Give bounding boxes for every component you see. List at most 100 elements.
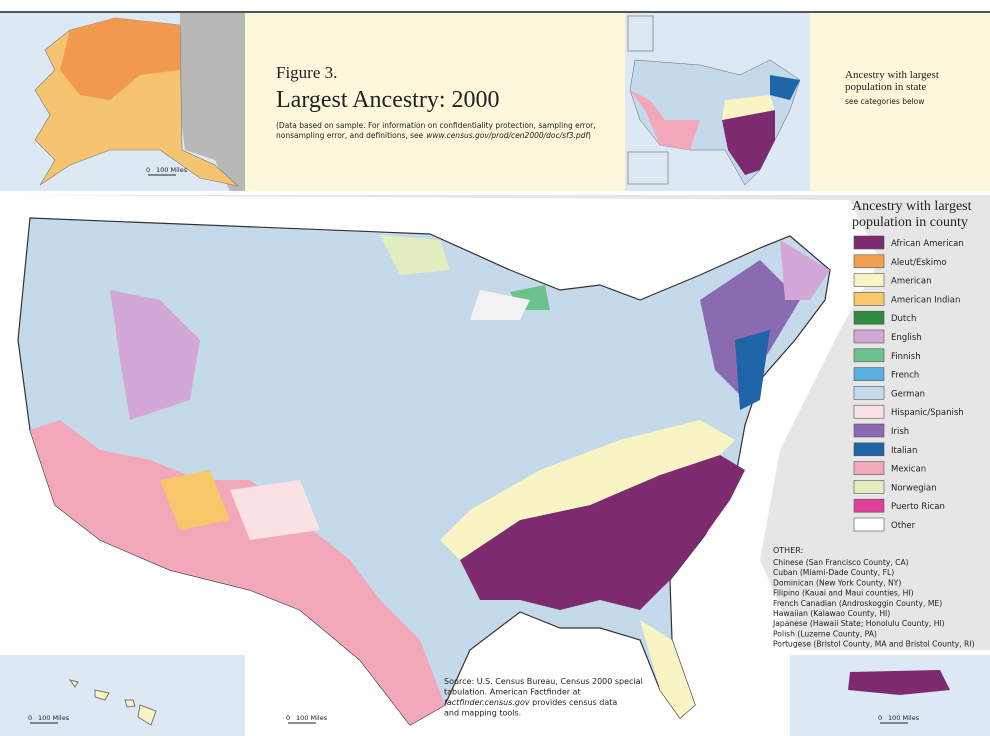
legend-swatch (853, 254, 885, 269)
legend-label: Irish (891, 427, 909, 437)
source-text: provides census data (530, 698, 618, 707)
state-legend-title: Ancestry with largest (845, 69, 939, 81)
note-text: (Data based on sample. For information o… (276, 121, 596, 130)
scale-zero: 0 (28, 714, 32, 722)
legend-swatch (853, 273, 885, 287)
state-legend-subtitle: see categories below (845, 97, 924, 106)
legend-swatch (853, 423, 885, 438)
other-item: Filipino (Kauai and Maui counties, HI) (773, 589, 914, 598)
state-italian (770, 75, 800, 100)
source-note: Source: U.S. Census Bureau, Census 2000 … (444, 677, 643, 718)
region-italian (735, 330, 770, 410)
state-african-american (722, 110, 775, 175)
figure-number: Figure 3. (276, 63, 337, 82)
canada-land (180, 13, 245, 191)
header-note: (Data based on sample. For information o… (276, 121, 596, 140)
region-utah (110, 290, 200, 420)
source-line: Source: U.S. Census Bureau, Census 2000 … (444, 677, 643, 686)
county-legend-title: Ancestry with largest (852, 199, 972, 214)
legend-label: Dutch (891, 314, 916, 324)
hawaii-inset (0, 655, 245, 736)
hawaii-mini (627, 151, 669, 185)
other-item: Chinese (San Francisco County, CA) (773, 558, 909, 567)
other-item: French Canadian (Androskoggin County, ME… (773, 599, 942, 608)
source-url: factfinder.census.gov (444, 698, 530, 707)
source-line: and mapping tools. (444, 709, 521, 718)
scale-bars: 0 100 Miles 0 100 Miles 0 100 Miles 0 100 Miles (28, 166, 920, 724)
surroundings (0, 195, 990, 650)
legend-swatch (853, 310, 885, 325)
note-url: www.census.gov/prod/cen2000/doc/sf3.pdf (426, 131, 589, 140)
region-hispanic (230, 480, 320, 540)
region-norwegian (380, 235, 450, 275)
legend-swatch (853, 404, 885, 419)
legend-swatch (853, 517, 885, 532)
other-item: Japanese (Hawaii State; Honolulu County,… (772, 619, 945, 628)
legend-label: Mexican (891, 465, 926, 475)
legend-label: Italian (891, 446, 917, 456)
county-legend-title: population in county (852, 215, 968, 230)
scale-zero: 0 (146, 166, 150, 174)
note-end: ) (588, 131, 591, 140)
note-line: (Data based on sample. For information o… (276, 121, 596, 130)
other-title: OTHER: (773, 546, 803, 555)
state-american (722, 95, 775, 120)
source-line: factfinder.census.gov provides census da… (444, 698, 617, 707)
pr-inset (790, 655, 990, 736)
legend-label: American (891, 277, 931, 287)
state-legend-title: population in state (845, 81, 926, 93)
legend-swatch (853, 235, 885, 250)
legend-swatch (853, 367, 885, 381)
legend-label: French (891, 371, 919, 381)
legend-label: African American (891, 239, 964, 249)
legend-swatch (853, 480, 885, 494)
legend-swatch (853, 498, 885, 513)
hawaii-islands (68, 679, 157, 726)
lake-superior (470, 290, 530, 320)
region-mexican (30, 420, 445, 725)
alaska-mini (627, 15, 654, 52)
legend-swatch (853, 329, 885, 344)
legend-label: German (891, 389, 925, 399)
florida-american (640, 620, 695, 718)
scale-label: 100 Miles (296, 714, 328, 722)
legend-swatch (853, 461, 885, 475)
figure-title: Largest Ancestry: 2000 (276, 87, 500, 113)
other-item: Polish (Luzerne County, PA) (773, 629, 877, 638)
legend-label: Norwegian (891, 483, 937, 493)
region-english (780, 240, 830, 300)
region-american (440, 420, 735, 560)
other-item: Dominican (New York County, NY) (773, 578, 901, 587)
state-mexican (630, 90, 700, 150)
scale-label: 100 Miles (156, 166, 188, 174)
scale-zero: 0 (286, 714, 290, 722)
legend-swatch (853, 292, 885, 306)
legend-swatch (853, 386, 885, 400)
region-american-indian (160, 470, 230, 530)
legend-label: Puerto Rican (891, 502, 945, 512)
other-item: Hawaiian (Kalawao County, HI) (773, 609, 890, 618)
other-item: Portugese (Bristol County, MA and Bristo… (773, 640, 975, 649)
legend-swatch (853, 442, 885, 457)
puerto-rico (848, 670, 950, 695)
legend-swatch (853, 348, 885, 363)
scale-zero: 0 (878, 714, 882, 722)
legend-label: American Indian (891, 295, 960, 305)
alaska-north (60, 18, 180, 100)
region-irish (700, 260, 800, 395)
other-item: Cuban (Miami-Dade County, FL) (773, 568, 894, 577)
source-line: tabulation. American Factfinder at (444, 688, 581, 697)
legend-label: Finnish (891, 352, 921, 362)
region-african-american (460, 455, 745, 610)
scale-label: 100 Miles (38, 714, 70, 722)
legend-label: English (891, 333, 922, 343)
legend-label: Other (891, 521, 916, 531)
note-line: nonsampling error, and definitions, see w… (276, 131, 591, 140)
legend-label: Hispanic/Spanish (891, 408, 964, 418)
scale-label: 100 Miles (888, 714, 920, 722)
other-list: OTHER: Chinese (San Francisco County, CA)… (772, 546, 975, 649)
note-text: nonsampling error, and definitions, see (276, 131, 424, 140)
